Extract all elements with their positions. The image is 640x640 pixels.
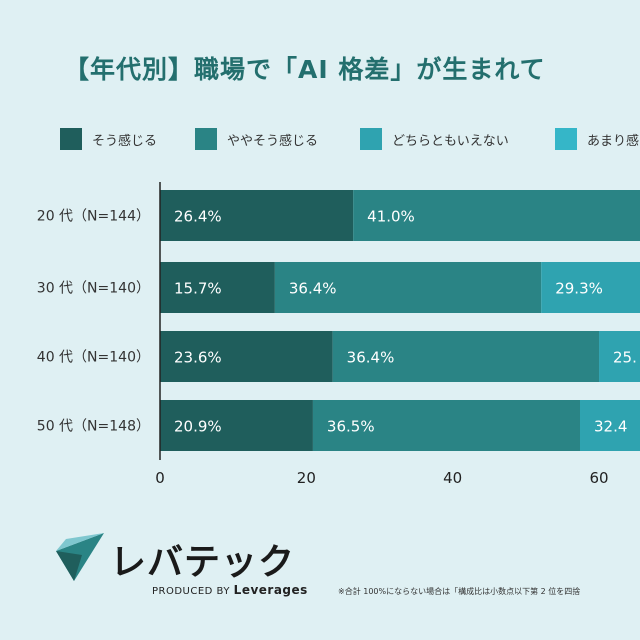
chart-title: 【年代別】職場で「AI 格差」が生まれて <box>64 55 546 84</box>
legend: そう感じる ややそう感じる どちらともいえない あまり感 <box>60 126 640 152</box>
category-label: 50 代（N=148） <box>37 419 150 435</box>
legend-swatch-3 <box>360 128 382 150</box>
bar-segment <box>541 262 640 313</box>
bar-segment <box>332 331 600 382</box>
x-tick-label: 60 <box>589 469 608 487</box>
data-label: 29.3% <box>555 280 603 298</box>
legend-swatch-4 <box>555 128 577 150</box>
category-label: 30 代（N=140） <box>37 281 150 297</box>
brand-logo: レバテック PRODUCED BY Leverages <box>52 525 322 600</box>
brand-company: Leverages <box>233 583 308 597</box>
data-label: 36.5% <box>327 418 375 436</box>
x-tick-label: 0 <box>155 469 165 487</box>
x-tick-label: 20 <box>297 469 316 487</box>
footnote: ※合計 100%にならない場合は「構成比は小数点以下第 2 位を四捨 <box>338 587 581 596</box>
data-label: 41.0% <box>367 208 415 226</box>
legend-item-1: そう感じる <box>60 126 157 152</box>
data-label: 25. <box>613 349 637 367</box>
data-label: 36.4% <box>289 280 337 298</box>
bar-segment <box>274 262 542 313</box>
brand-mark-icon <box>56 533 104 581</box>
legend-label-3: どちらともいえない <box>392 133 509 149</box>
bar-segment <box>599 331 640 382</box>
brand-produced-by: PRODUCED BY <box>152 586 230 597</box>
data-label: 36.4% <box>347 349 395 367</box>
bar-segment <box>160 331 333 382</box>
legend-swatch-1 <box>60 128 82 150</box>
bar-segment <box>160 400 313 451</box>
bar-segment <box>580 400 640 451</box>
data-label: 15.7% <box>174 280 222 298</box>
brand-tagline: PRODUCED BY Leverages <box>152 583 308 597</box>
data-label: 20.9% <box>174 418 222 436</box>
legend-item-2: ややそう感じる <box>195 126 318 152</box>
legend-swatch-2 <box>195 128 217 150</box>
legend-item-4: あまり感 <box>555 126 639 152</box>
data-label: 32.4 <box>594 418 627 436</box>
legend-label-4: あまり感 <box>587 133 640 149</box>
bar-segment <box>160 190 354 241</box>
legend-label-2: ややそう感じる <box>227 133 319 149</box>
data-label: 26.4% <box>174 208 222 226</box>
brand-name: レバテック <box>110 542 296 583</box>
legend-label-1: そう感じる <box>92 133 158 149</box>
bar-segment <box>312 400 580 451</box>
data-label: 23.6% <box>174 349 222 367</box>
legend-item-3: どちらともいえない <box>360 126 509 152</box>
bar-segment <box>353 190 640 241</box>
category-label: 20 代（N=144） <box>37 209 150 225</box>
category-label: 40 代（N=140） <box>37 350 150 366</box>
bar-segment <box>160 262 275 313</box>
x-tick-label: 40 <box>443 469 462 487</box>
